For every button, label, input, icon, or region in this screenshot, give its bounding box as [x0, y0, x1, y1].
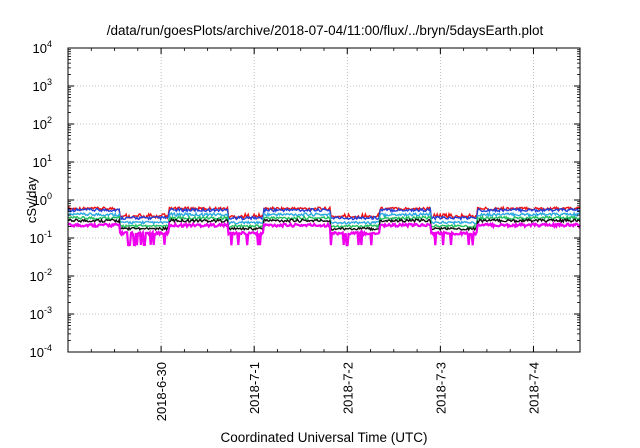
series-line: [67, 211, 581, 226]
x-tick-label: 2018-7-3: [433, 362, 448, 414]
y-tick-label: 104: [33, 39, 52, 56]
series-line: [67, 214, 581, 231]
series-line: [67, 220, 581, 247]
y-tick-label: 10-1: [30, 229, 52, 246]
y-axis-label: cSv/day: [24, 176, 39, 223]
y-tick-label: 100: [33, 191, 52, 208]
grid-lines: [68, 47, 580, 353]
x-axis-label: Coordinated Universal Time (UTC): [220, 430, 427, 445]
series-line: [67, 206, 581, 222]
y-tick-label: 102: [33, 115, 52, 132]
x-tick-label: 2018-6-30: [154, 362, 169, 421]
y-tick-label: 103: [33, 77, 52, 94]
chart-title: /data/run/goesPlots/archive/2018-07-04/1…: [107, 23, 544, 38]
y-tick-label: 10-4: [30, 343, 52, 360]
y-tick-label: 10-2: [30, 267, 52, 284]
x-tick-label: 2018-7-2: [340, 362, 355, 414]
x-tick-label: 2018-7-4: [526, 362, 541, 414]
x-tick-label: 2018-7-1: [247, 362, 262, 414]
y-tick-label: 10-3: [30, 305, 52, 322]
y-tick-label: 101: [33, 153, 52, 170]
y-axis: 104 103 102 101 100 10-1 10-2 10-3 10-4: [30, 39, 580, 360]
series-group: [67, 205, 581, 247]
series-line: [67, 217, 581, 232]
x-axis: 2018-6-30 2018-7-1 2018-7-2 2018-7-3 2018-7-…: [67, 48, 581, 421]
